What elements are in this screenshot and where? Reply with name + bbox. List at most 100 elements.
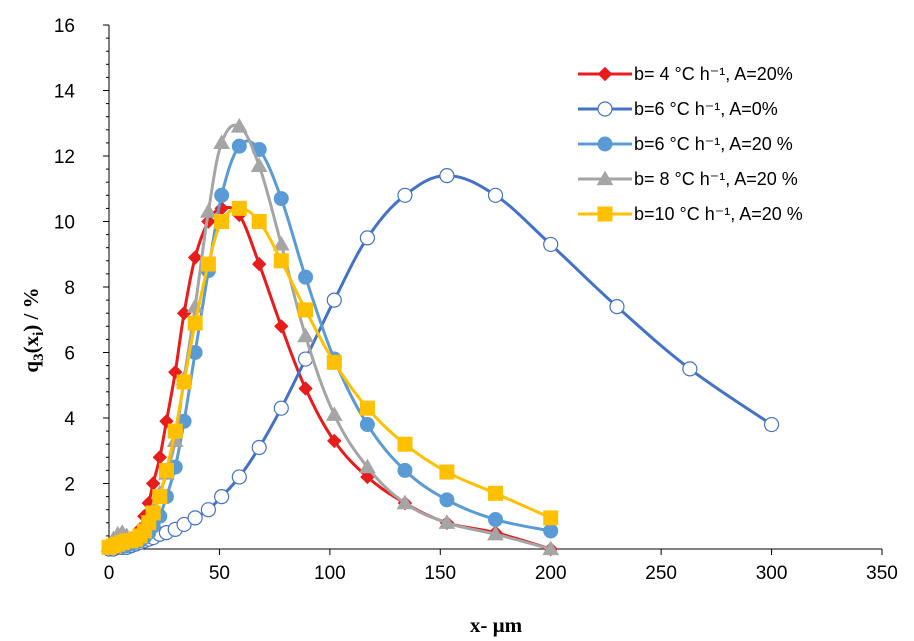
data-point bbox=[251, 256, 267, 272]
data-point bbox=[145, 505, 161, 521]
data-point bbox=[214, 489, 230, 505]
data-point bbox=[297, 327, 314, 343]
data-point bbox=[488, 512, 503, 528]
x-tick-label: 50 bbox=[209, 563, 230, 584]
legend-entry: b=10 °C h⁻¹, A=20 % bbox=[578, 204, 803, 224]
data-point bbox=[439, 168, 455, 184]
data-point bbox=[250, 157, 268, 172]
y-tick-label: 12 bbox=[54, 147, 75, 168]
data-point bbox=[231, 200, 247, 216]
data-point bbox=[439, 464, 455, 480]
x-tick-label: 100 bbox=[314, 563, 346, 584]
data-point bbox=[397, 187, 413, 203]
legend-label: b=10 °C h⁻¹, A=20 % bbox=[634, 204, 803, 224]
y-tick-label: 6 bbox=[64, 344, 75, 365]
data-point bbox=[298, 381, 313, 396]
x-tick-label: 350 bbox=[866, 563, 898, 584]
data-point bbox=[327, 433, 342, 449]
legend-marker bbox=[597, 206, 613, 222]
data-point bbox=[359, 230, 376, 246]
legend-entry: b=6 °C h⁻¹, A=0% bbox=[578, 99, 778, 119]
y-axis-title-main: q bbox=[19, 361, 43, 373]
data-point bbox=[763, 416, 780, 433]
data-point bbox=[152, 450, 168, 465]
legend-entry: b=6 °C h⁻¹, A=20 % bbox=[578, 134, 793, 154]
data-point bbox=[158, 462, 174, 478]
x-tick-label: 250 bbox=[645, 563, 677, 584]
data-point bbox=[176, 516, 192, 533]
y-axis-title: q3(xi) / % bbox=[19, 287, 47, 372]
legend-label: b= 4 °C h⁻¹, A=20% bbox=[634, 64, 793, 84]
data-point bbox=[200, 203, 217, 218]
data-point bbox=[200, 502, 216, 518]
data-point bbox=[326, 354, 342, 370]
legend-entry: b= 4 °C h⁻¹, A=20% bbox=[578, 64, 793, 84]
series-layer bbox=[100, 118, 780, 557]
data-point bbox=[213, 134, 230, 150]
data-point bbox=[359, 458, 376, 474]
data-point bbox=[609, 299, 625, 315]
data-point bbox=[273, 400, 289, 416]
data-point bbox=[359, 400, 375, 416]
data-point bbox=[273, 191, 289, 207]
y-axis-title-sub: 3 bbox=[31, 353, 47, 361]
data-point bbox=[230, 118, 248, 133]
data-point bbox=[272, 235, 290, 251]
x-tick-label: 150 bbox=[424, 563, 456, 584]
legend-marker bbox=[597, 66, 613, 82]
data-point bbox=[439, 492, 455, 508]
y-tick-label: 8 bbox=[64, 278, 75, 299]
x-tick-label: 200 bbox=[535, 563, 567, 584]
data-point bbox=[298, 302, 314, 318]
data-point bbox=[200, 256, 216, 272]
legend-label: b=6 °C h⁻¹, A=0% bbox=[634, 99, 778, 119]
data-point bbox=[326, 292, 342, 308]
data-point bbox=[187, 510, 203, 526]
data-point bbox=[397, 462, 413, 478]
data-point bbox=[152, 489, 168, 505]
data-point bbox=[214, 214, 230, 229]
data-point bbox=[251, 214, 267, 229]
data-point bbox=[231, 138, 247, 154]
y-tick-label: 10 bbox=[54, 213, 75, 234]
data-point bbox=[251, 439, 267, 456]
data-point bbox=[187, 250, 203, 265]
data-point bbox=[231, 469, 247, 485]
data-point bbox=[396, 494, 414, 510]
data-point bbox=[273, 253, 289, 269]
data-point bbox=[359, 417, 375, 433]
data-point bbox=[543, 510, 559, 526]
legend-marker bbox=[596, 170, 614, 186]
data-point bbox=[187, 315, 203, 331]
y-tick-label: 0 bbox=[64, 540, 75, 561]
data-point bbox=[274, 319, 289, 334]
data-point bbox=[488, 485, 503, 501]
y-axis-title-paren: (x bbox=[19, 335, 43, 353]
data-point bbox=[487, 525, 504, 541]
data-point bbox=[542, 540, 560, 556]
y-tick-label: 2 bbox=[64, 475, 75, 496]
legend: b= 4 °C h⁻¹, A=20% b=6 °C h⁻¹, A=0% b=6 °C… bbox=[578, 64, 803, 224]
axes: 0 2 4 6 8 10 12 14 16 0 50 100 150 200 250 300 350 bbox=[54, 16, 898, 584]
legend-label: b=6 °C h⁻¹, A=20 % bbox=[634, 134, 793, 154]
legend-label: b= 8 °C h⁻¹, A=20 % bbox=[634, 169, 798, 189]
data-point bbox=[325, 406, 343, 421]
x-axis-title: x- µm bbox=[470, 613, 523, 637]
y-axis-title-sub2: i bbox=[31, 332, 47, 336]
legend-marker bbox=[597, 136, 613, 152]
data-point bbox=[487, 187, 504, 203]
data-point bbox=[176, 374, 192, 390]
data-point bbox=[682, 361, 698, 377]
data-point bbox=[145, 476, 161, 491]
series-4 bbox=[101, 200, 559, 555]
y-tick-label: 14 bbox=[54, 82, 76, 103]
data-point bbox=[397, 436, 413, 452]
y-tick-label: 16 bbox=[54, 16, 75, 37]
data-point bbox=[167, 423, 183, 439]
series-line bbox=[108, 139, 552, 549]
data-point bbox=[360, 469, 375, 485]
legend-entry: b= 8 °C h⁻¹, A=20 % bbox=[578, 169, 798, 189]
y-axis-title-rest: ) / % bbox=[19, 287, 43, 331]
legend-marker bbox=[597, 101, 613, 117]
